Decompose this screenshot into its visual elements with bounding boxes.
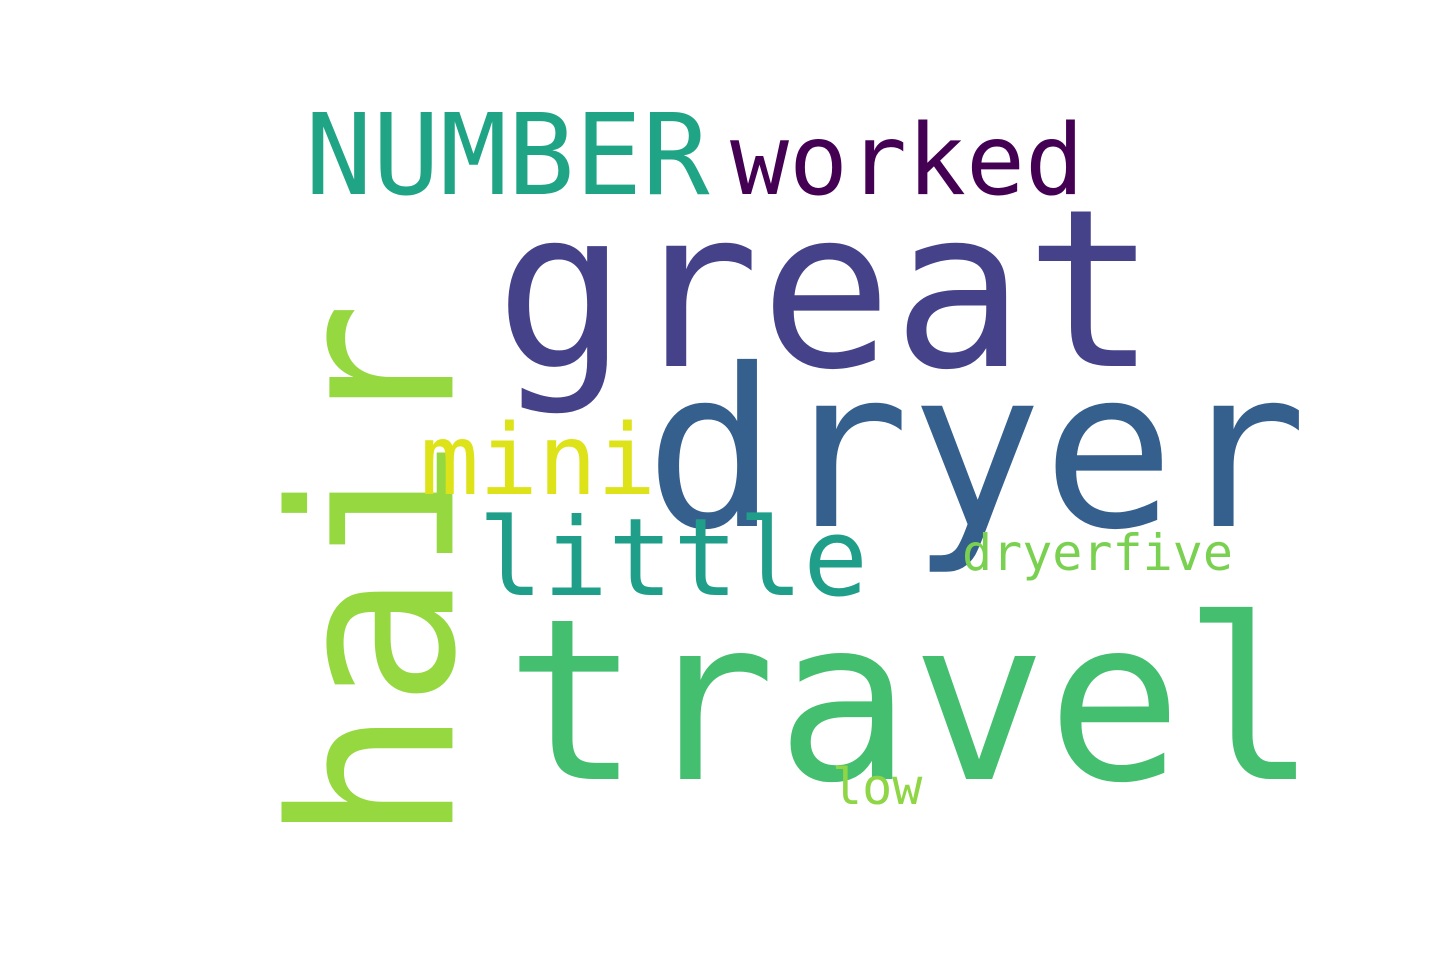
word-number: NUMBER [305, 91, 710, 221]
word-little: little [478, 496, 869, 621]
word-dryerfive: dryerfive [962, 524, 1233, 582]
word-mini: mini [420, 404, 657, 518]
word-hair: hair [244, 301, 507, 844]
word-dryer: dryer [645, 322, 1308, 578]
word-travel: travel [505, 571, 1318, 833]
word-low: low [832, 758, 923, 816]
word-great: great [495, 162, 1158, 418]
word-worked: worked [730, 104, 1085, 218]
